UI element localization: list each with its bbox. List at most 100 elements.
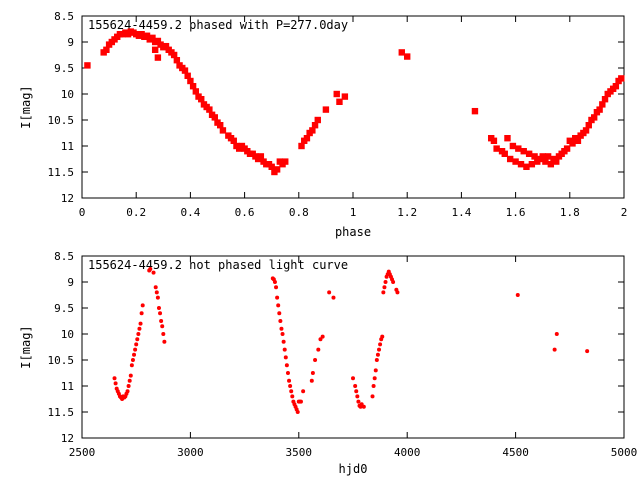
x-tick-label: 1.6	[506, 206, 526, 219]
data-point	[162, 339, 167, 344]
data-point	[287, 378, 292, 383]
x-tick-label: 1	[350, 206, 357, 219]
y-tick-label: 11	[61, 140, 74, 153]
plot-title: 155624-4459.2 not phased light curve	[88, 258, 348, 272]
data-point	[539, 153, 546, 160]
data-point	[275, 295, 280, 300]
data-point	[574, 137, 582, 144]
data-point	[268, 163, 275, 170]
y-tick-label: 8.5	[54, 10, 74, 23]
data-point	[156, 306, 161, 310]
data-point	[151, 270, 156, 275]
data-point	[523, 163, 530, 170]
data-point	[501, 150, 508, 157]
data-point	[151, 46, 159, 53]
data-point	[130, 358, 135, 362]
data-point	[515, 293, 520, 297]
x-tick-label: 0	[79, 206, 86, 219]
data-point	[552, 347, 557, 352]
data-point	[161, 332, 166, 336]
data-point	[618, 75, 625, 82]
data-point	[126, 384, 131, 388]
data-point	[140, 303, 145, 308]
data-point	[303, 135, 311, 142]
data-point	[148, 267, 153, 271]
data-point	[504, 135, 511, 142]
data-point	[198, 96, 205, 103]
data-point	[278, 319, 283, 323]
x-tick-label: 5000	[611, 446, 638, 459]
data-point	[280, 332, 285, 336]
data-point	[158, 311, 163, 316]
data-point	[601, 96, 609, 103]
y-tick-label: 11	[61, 380, 74, 393]
data-point	[309, 378, 314, 383]
data-point	[354, 389, 359, 394]
data-point	[219, 127, 227, 134]
x-tick-label: 0.2	[126, 206, 146, 219]
data-point	[129, 363, 134, 368]
data-point	[372, 376, 377, 381]
data-point	[282, 347, 287, 352]
data-point	[138, 321, 143, 326]
data-point	[531, 153, 538, 160]
data-point	[542, 158, 549, 165]
data-point	[375, 352, 380, 357]
data-point	[298, 142, 305, 150]
x-tick-label: 2500	[69, 446, 96, 459]
y-tick-label: 11.5	[48, 406, 75, 419]
data-point	[187, 77, 194, 85]
data-point	[206, 106, 213, 113]
data-point	[170, 51, 178, 59]
data-point	[314, 116, 321, 124]
data-point	[563, 145, 571, 152]
phased-light-curve-panel: 0 0.2 0.4 0.6 0.8 1 1.2 1.4 1.6 1.8 2 8.5 9 9.5 10 10.5…	[19, 10, 627, 239]
data-point	[382, 285, 387, 290]
data-point	[125, 389, 130, 394]
x-axis-label: phase	[335, 225, 371, 239]
data-point	[381, 290, 386, 295]
data-point	[322, 106, 330, 113]
data-point	[274, 285, 279, 290]
data-point	[525, 150, 533, 157]
data-point	[378, 342, 383, 347]
data-point	[377, 347, 382, 352]
y-tick-label: 9	[67, 36, 74, 49]
data-point	[173, 57, 181, 64]
data-point	[490, 137, 498, 144]
data-point	[149, 34, 156, 42]
data-point	[217, 122, 224, 129]
plot-title: 155624-4459.2 phased with P=277.0day	[88, 18, 348, 32]
data-point	[612, 83, 620, 90]
data-point	[84, 62, 91, 69]
data-point	[133, 347, 138, 352]
data-point	[127, 378, 132, 383]
data-point	[517, 161, 525, 168]
data-point	[310, 371, 315, 375]
data-point	[288, 384, 293, 388]
data-point	[298, 399, 303, 404]
data-point	[154, 290, 159, 295]
x-tick-label: 3000	[177, 446, 204, 459]
data-point	[136, 332, 141, 336]
data-point	[554, 332, 559, 336]
x-axis-label: hjd0	[339, 462, 368, 476]
data-point	[285, 371, 290, 375]
data-point	[290, 394, 295, 399]
data-point	[585, 122, 592, 129]
x-tick-label: 1.2	[397, 206, 417, 219]
data-point	[309, 127, 316, 134]
y-tick-label: 9.5	[54, 302, 74, 315]
y-tick-label: 11.5	[48, 166, 75, 179]
y-tick-label: 8.5	[54, 250, 74, 263]
data-point	[301, 389, 306, 394]
data-point	[184, 72, 191, 79]
data-point	[528, 161, 536, 168]
data-point	[351, 376, 355, 381]
data-point	[143, 32, 151, 39]
data-point	[512, 158, 519, 165]
data-point	[211, 114, 218, 121]
data-point	[374, 358, 379, 362]
data-point	[493, 145, 500, 152]
x-tick-label: 3500	[286, 446, 313, 459]
